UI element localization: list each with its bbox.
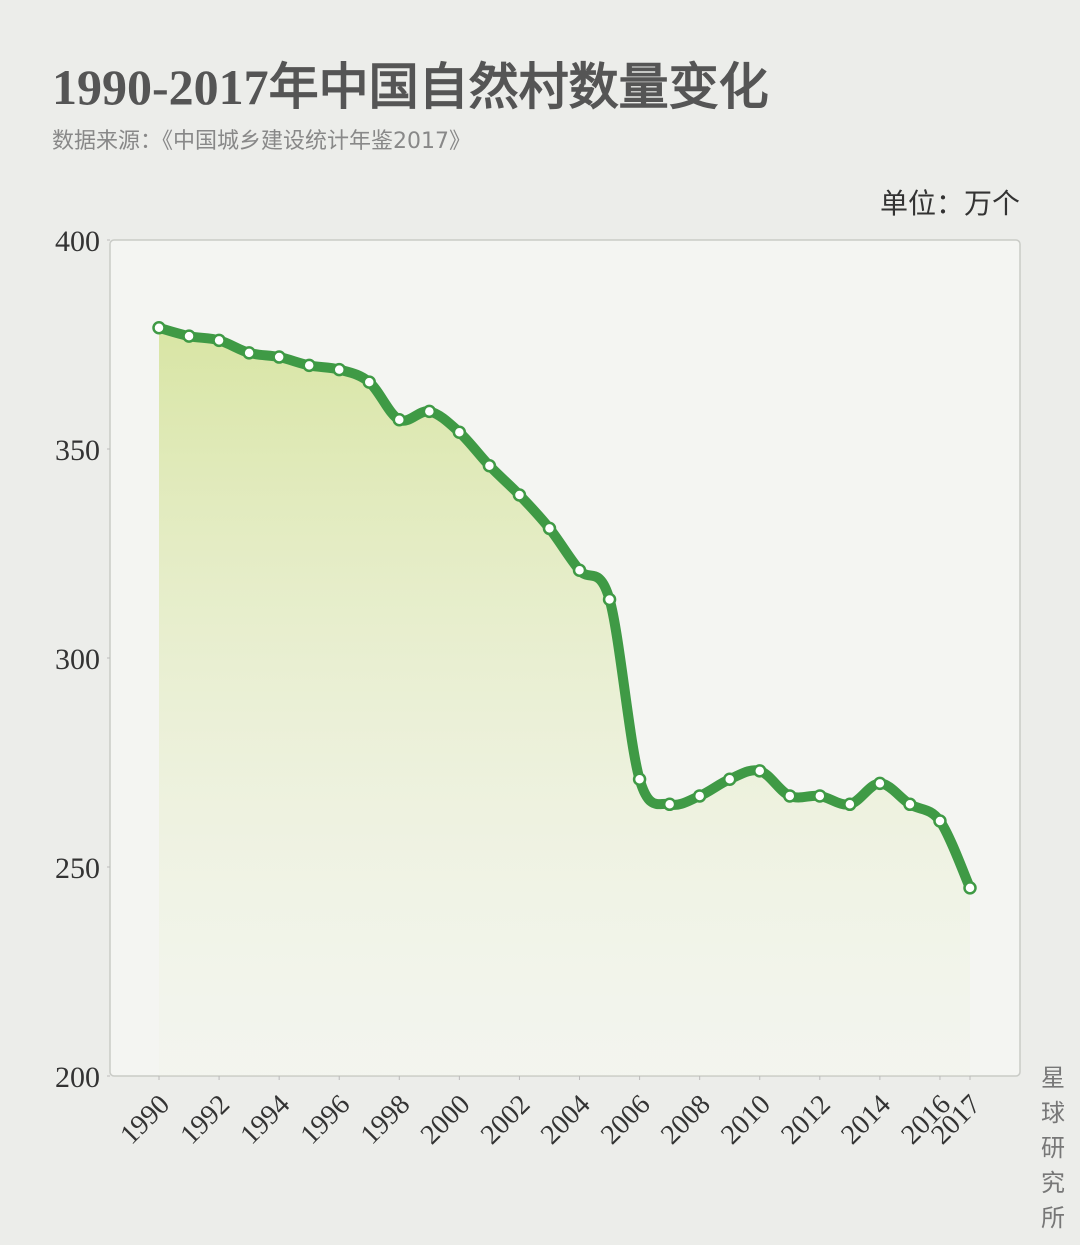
watermark-char: 星 (1041, 1066, 1065, 1092)
point (392, 412, 407, 427)
point (843, 797, 857, 812)
point (362, 375, 377, 389)
point (783, 789, 797, 803)
watermark-char: 研 (1041, 1136, 1065, 1162)
point (542, 521, 557, 536)
point (752, 764, 767, 778)
unit-label: 单位：万个 (880, 187, 1020, 220)
point (873, 776, 887, 791)
watermark-char: 球 (1041, 1100, 1065, 1127)
y-tick-label: 400 (55, 225, 100, 258)
watermark-char: 究 (1041, 1170, 1065, 1197)
watermark-char: 所 (1041, 1205, 1065, 1232)
point (482, 458, 497, 473)
point (813, 789, 827, 803)
point (422, 404, 437, 419)
point (152, 321, 166, 335)
y-tick-label: 200 (55, 1061, 100, 1094)
point (722, 772, 737, 786)
point (302, 358, 316, 373)
point (512, 488, 527, 502)
chart-title: 1990-2017年中国自然村数量变化 (52, 59, 769, 115)
point (272, 350, 286, 364)
point (933, 814, 947, 828)
y-tick-label: 350 (55, 434, 100, 467)
y-tick-label: 300 (55, 643, 100, 676)
point (903, 797, 917, 812)
subtitle: 数据来源：《中国城乡建设统计年鉴2017》 (52, 129, 471, 154)
point (662, 797, 677, 812)
point (332, 362, 346, 377)
point (963, 881, 977, 895)
point (692, 789, 707, 803)
point (572, 563, 587, 577)
point (452, 425, 467, 440)
y-tick-label: 250 (55, 852, 100, 885)
point (182, 329, 196, 343)
point (602, 592, 617, 607)
area (159, 327, 970, 1076)
point (632, 772, 647, 786)
point (212, 333, 226, 348)
point (242, 346, 256, 360)
